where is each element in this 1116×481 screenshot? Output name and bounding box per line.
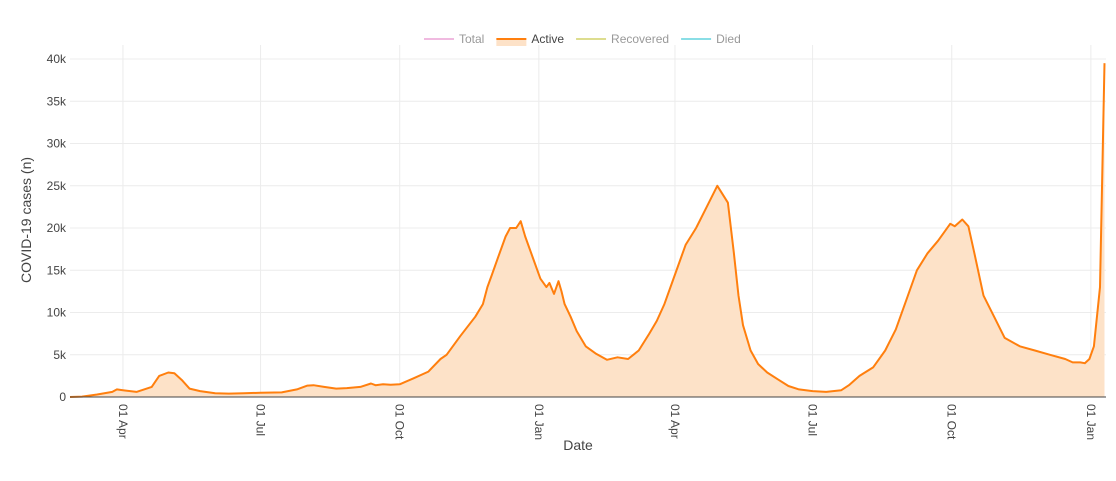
legend-item-recovered[interactable]: Recovered [576,32,669,46]
y-tick-label: 35k [47,94,67,108]
y-tick-label: 40k [47,52,67,66]
series-line-active[interactable] [69,63,1106,398]
legend-item-total[interactable]: Total [424,32,484,46]
x-tick-label: 01 Apr [668,404,682,439]
y-tick-label: 30k [47,137,67,151]
y-tick-label: 0 [59,390,66,404]
legend: Total Active Recovered Died [424,32,741,46]
x-tick-label: 01 Oct [945,404,959,440]
y-tick-label: 20k [47,221,67,235]
legend-fill-swatch [496,40,527,46]
plot-area [69,63,1106,398]
x-tick-label: 01 Jan [1084,404,1098,440]
y-tick-label: 25k [47,179,67,193]
y-axis-title: COVID-19 cases (n) [18,157,34,283]
series-area-active [70,63,1105,397]
y-tick-label: 10k [47,306,67,320]
y-tick-label: 5k [53,348,67,362]
x-tick-label: 01 Jul [254,404,268,436]
x-tick-label: 01 Apr [116,404,130,439]
x-tick-label: 01 Oct [393,404,407,440]
legend-label: Total [459,32,484,46]
x-axis-ticks: 01 Apr 01 Jul 01 Oct 01 Jan 01 Apr 01 Jul 01 O… [116,404,1098,440]
legend-item-died[interactable]: Died [681,32,741,46]
x-axis-title: Date [563,437,593,453]
y-tick-label: 15k [47,263,67,277]
legend-label: Active [531,32,564,46]
legend-label: Died [716,32,741,46]
y-axis-ticks: 0 5k 10k 15k 20k 25k 30k 35k 40k [47,52,67,404]
x-tick-label: 01 Jan [532,404,546,440]
legend-label: Recovered [611,32,669,46]
legend-item-active[interactable]: Active [496,32,564,46]
x-tick-label: 01 Jul [806,404,820,436]
